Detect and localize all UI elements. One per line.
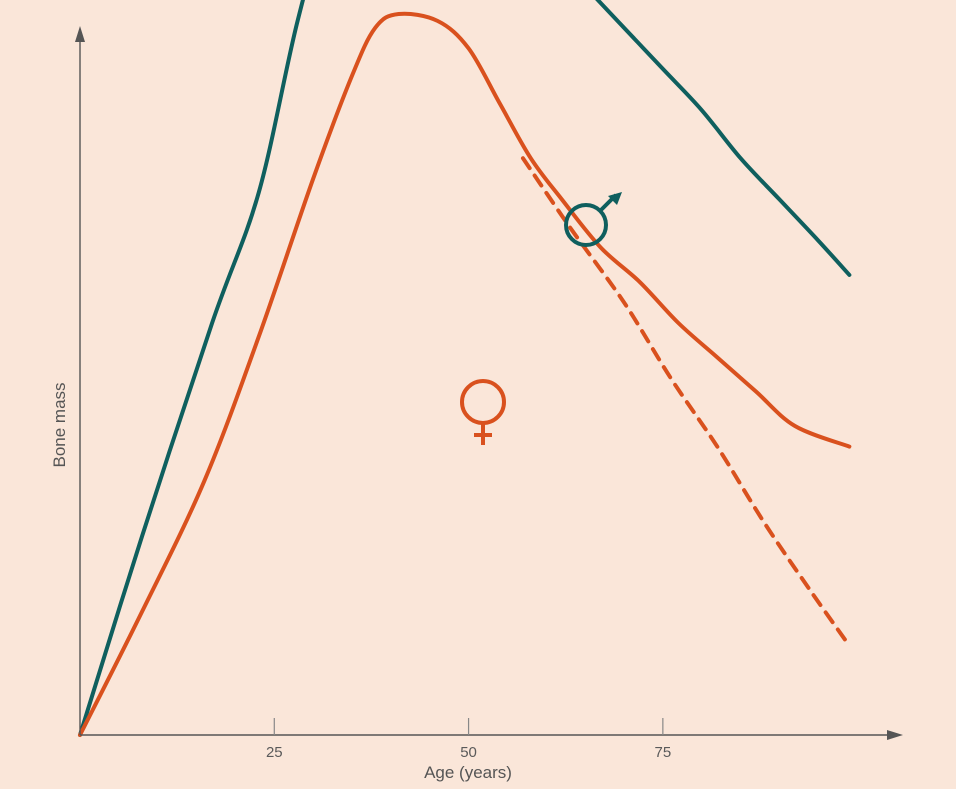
x-axis-title: Age (years) xyxy=(424,763,512,782)
series-line-female xyxy=(78,11,852,737)
x-axis-arrow-icon xyxy=(887,730,903,740)
x-tick-layer: 25 50 75 xyxy=(266,718,671,761)
plot-layer xyxy=(78,0,852,737)
y-axis-title: Bone mass xyxy=(50,382,69,467)
x-tick-label: 75 xyxy=(655,744,672,761)
female-symbol-icon xyxy=(460,379,506,445)
x-tick-label: 50 xyxy=(460,744,477,761)
x-tick-label: 25 xyxy=(266,744,283,761)
series-line-female-dashed xyxy=(520,156,852,648)
series-line-male xyxy=(78,0,852,737)
male-symbol-icon xyxy=(564,192,622,247)
y-axis-arrow-icon xyxy=(75,26,85,42)
